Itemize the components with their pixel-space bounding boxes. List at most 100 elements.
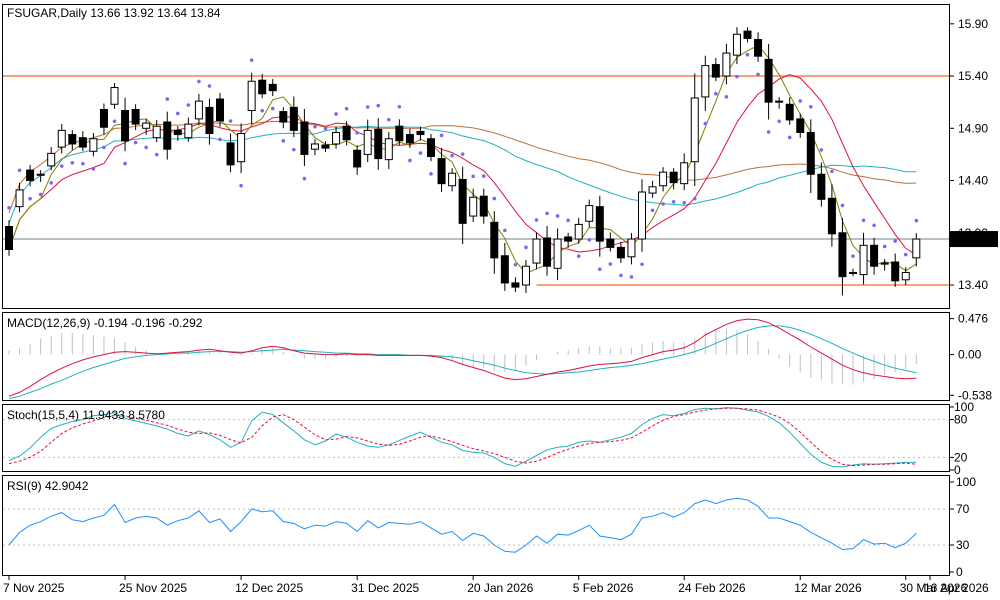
- psar-dot: [70, 160, 75, 165]
- date-tick-label: 12 Dec 2025: [235, 581, 303, 595]
- price-panel[interactable]: [2, 4, 950, 309]
- psar-dot: [186, 103, 191, 107]
- price-plot: [3, 27, 949, 296]
- candle-bear: [268, 83, 277, 92]
- candle-bear: [78, 137, 87, 148]
- psar-dot: [59, 164, 64, 168]
- candle-bear: [500, 255, 509, 284]
- candle-bull: [310, 143, 319, 150]
- price-tick-label: 15.90: [958, 17, 988, 31]
- candle-bull: [901, 271, 910, 281]
- candle-bull: [332, 131, 341, 145]
- candle-bull: [237, 133, 246, 163]
- psar-dot: [154, 152, 159, 157]
- candle-bull: [57, 129, 66, 148]
- psar-dot: [640, 262, 644, 267]
- candle-bull: [363, 129, 372, 155]
- psar-dot: [830, 169, 834, 174]
- candle-bull: [912, 238, 921, 259]
- stoch-tick-label: 20: [954, 450, 968, 464]
- candle-bull: [585, 205, 594, 222]
- date-tick-label: 16 Apr 2026: [924, 581, 989, 595]
- candle-bear: [416, 130, 425, 136]
- candle-bear: [163, 121, 172, 150]
- psar-dot: [503, 228, 507, 233]
- date-tick-label: 7 Nov 2025: [3, 581, 65, 595]
- candle-bull: [849, 271, 857, 274]
- candle-bear: [26, 169, 35, 182]
- psar-dot: [882, 244, 887, 249]
- psar-dot: [439, 133, 444, 138]
- price-tick-label: 14.90: [958, 121, 988, 135]
- candle-bear: [616, 246, 625, 259]
- psar-dot: [38, 192, 43, 197]
- candle-bear: [395, 125, 404, 142]
- candle-bull: [701, 65, 710, 98]
- psar-dot: [598, 267, 602, 271]
- candle-bear: [711, 64, 720, 78]
- candle-bear: [68, 134, 77, 145]
- date-tick-label: 12 Mar 2026: [794, 581, 862, 595]
- candle-bear: [595, 206, 604, 242]
- psar-dot: [133, 140, 138, 145]
- candle-bull: [47, 152, 56, 167]
- date-tick-label: 24 Feb 2026: [678, 581, 746, 595]
- price-tick-label: 15.40: [958, 69, 988, 83]
- psar-dot: [629, 275, 634, 279]
- candle-bear: [289, 106, 298, 131]
- candle-bear: [99, 108, 108, 128]
- psar-dot: [387, 117, 391, 122]
- macd-tick-label: -0.538: [958, 388, 992, 402]
- candle-bull: [722, 52, 731, 77]
- psar-dot: [576, 254, 581, 258]
- psar-dot: [587, 238, 592, 242]
- candle-bull: [142, 122, 151, 129]
- psar-dot: [534, 218, 539, 222]
- candle-bear: [226, 142, 235, 166]
- candle-bear: [870, 244, 879, 267]
- candle-bear: [458, 178, 467, 224]
- candle-bear: [216, 98, 224, 122]
- rsi-panel[interactable]: [2, 475, 950, 576]
- candle-bear: [606, 238, 615, 248]
- candle-bull: [627, 238, 636, 258]
- psar-dot: [545, 211, 549, 216]
- psar-dot: [292, 147, 296, 152]
- macd-panel[interactable]: [2, 312, 950, 401]
- psar-dot: [671, 199, 676, 204]
- candle-bull: [690, 97, 699, 163]
- candle-bear: [300, 121, 309, 155]
- psar-dot: [619, 273, 623, 278]
- psar-dot: [787, 135, 792, 140]
- candle-bull: [648, 186, 657, 194]
- psar-dot: [661, 202, 665, 206]
- psar-dot: [197, 79, 201, 84]
- candle-bear: [490, 221, 499, 259]
- candle-bear: [838, 232, 847, 278]
- candle-bear: [205, 106, 214, 135]
- psar-dot: [91, 167, 96, 171]
- candle-bear: [279, 111, 288, 123]
- psar-dot: [566, 218, 570, 223]
- psar-dot: [735, 74, 739, 79]
- candle-bull: [521, 265, 530, 286]
- psar-dot: [524, 245, 528, 250]
- candle-bull: [36, 173, 45, 176]
- psar-dot: [397, 104, 402, 109]
- candle-bull: [638, 191, 646, 240]
- stoch-panel[interactable]: [2, 404, 950, 472]
- psar-dot: [302, 176, 307, 181]
- main-title: FSUGAR,Daily 13.66 13.92 13.64 13.84: [7, 6, 221, 20]
- date-tick-label: 31 Dec 2025: [351, 581, 419, 595]
- psar-dot: [555, 214, 560, 218]
- candle-bear: [564, 236, 573, 242]
- candle-bear: [321, 144, 330, 149]
- stoch-tick-label: 100: [954, 400, 974, 414]
- psar-dot: [650, 208, 655, 213]
- psar-dot: [176, 111, 180, 116]
- psar-dot: [608, 262, 613, 266]
- psar-dot: [682, 200, 686, 205]
- psar-dot: [418, 151, 423, 155]
- psar-dot: [270, 106, 275, 111]
